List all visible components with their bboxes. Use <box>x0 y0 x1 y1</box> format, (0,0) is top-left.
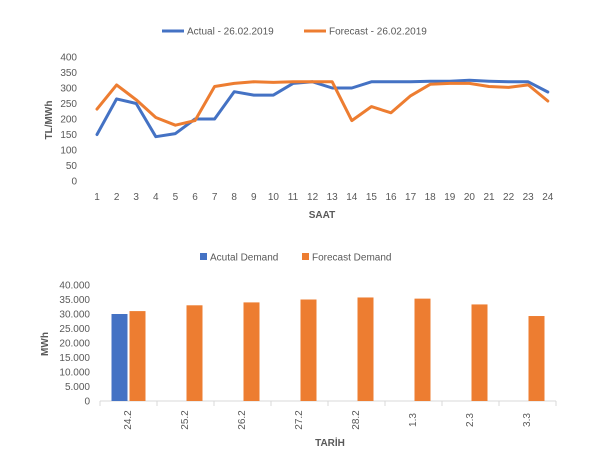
line-chart-x-tick-label: 4 <box>153 192 159 203</box>
forecast-demand-bar <box>300 299 317 401</box>
bar-chart-y-tick-label: 20.000 <box>59 339 90 350</box>
bar-chart-y-axis-title: MWh <box>40 332 51 356</box>
bar-chart: Acutal Demand Forecast Demand 0 5.000 10.0… <box>40 253 557 449</box>
line-chart-x-tick-label: 2 <box>114 192 120 203</box>
line-chart-x-tick-label: 23 <box>523 192 535 203</box>
bar-chart-x-tick-label: 24.2 <box>123 410 134 430</box>
line-chart: Actual - 26.02.2019 Forecast - 26.02.201… <box>44 27 554 222</box>
line-chart-y-tick-label: 100 <box>60 146 77 157</box>
line-chart-x-axis-title: SAAT <box>309 210 335 221</box>
line-chart-y-tick-label: 350 <box>60 68 77 79</box>
bar-chart-legend: Acutal Demand Forecast Demand <box>200 253 391 264</box>
line-chart-x-tick-label: 3 <box>133 192 139 203</box>
line-chart-y-tick-label: 300 <box>60 84 77 95</box>
line-chart-y-tick-label: 400 <box>60 53 77 64</box>
line-chart-y-tick-label: 150 <box>60 130 77 141</box>
legend-forecast-label: Forecast - 26.02.2019 <box>329 27 427 38</box>
line-chart-y-tick-label: 250 <box>60 99 77 110</box>
line-chart-x-tick-label: 1 <box>94 192 100 203</box>
bar-chart-x-axis-title: TARİH <box>315 436 345 449</box>
line-chart-x-tick-label: 14 <box>346 192 358 203</box>
actual-price-line <box>95 78 550 139</box>
line-chart-y-tick-label: 200 <box>60 115 77 126</box>
line-chart-x-tick-label: 7 <box>212 192 218 203</box>
bar-chart-x-ticks: 24.2 25.2 26.2 27.2 28.2 1.3 2.3 3.3 <box>99 401 557 430</box>
bar-chart-x-tick-label: 28.2 <box>351 410 362 430</box>
bar-chart-y-tick-label: 15.000 <box>59 353 90 364</box>
line-chart-y-tick-label: 0 <box>71 177 77 188</box>
bar-chart-y-tick-label: 30.000 <box>59 310 90 321</box>
bar-chart-x-tick-label: 25.2 <box>180 410 191 430</box>
bar-chart-x-tick-label: 1.3 <box>408 413 419 427</box>
bar-chart-y-ticks: 0 5.000 10.000 15.000 20.000 25.000 30.000 35.0… <box>59 281 90 408</box>
line-chart-x-ticks: 1 2 3 4 5 6 7 8 9 10 11 12 13 14 15 16 17 18 19 20 21 22 23 24 <box>94 192 554 203</box>
bar-chart-y-tick-label: 0 <box>84 397 90 408</box>
line-chart-y-axis-title: TL/MWh <box>44 101 55 140</box>
line-chart-x-tick-label: 12 <box>307 192 319 203</box>
line-chart-legend: Actual - 26.02.2019 Forecast - 26.02.201… <box>162 27 427 38</box>
forecast-demand-bar <box>357 297 374 401</box>
line-chart-x-tick-label: 5 <box>173 192 179 203</box>
forecast-demand-bar <box>186 305 203 401</box>
line-chart-x-tick-label: 21 <box>483 192 495 203</box>
actual-demand-bar <box>111 314 128 401</box>
legend-actual-demand-swatch <box>200 253 207 260</box>
bar-chart-x-tick-label: 3.3 <box>522 413 533 427</box>
forecast-price-line <box>95 80 550 127</box>
legend-actual-demand-label: Acutal Demand <box>210 253 278 264</box>
forecast-demand-bar <box>243 302 260 401</box>
forecast-demand-bar <box>471 304 488 401</box>
bar-chart-bars <box>111 297 545 401</box>
line-chart-x-tick-label: 17 <box>405 192 417 203</box>
line-chart-x-tick-label: 15 <box>366 192 378 203</box>
bar-chart-x-tick-label: 26.2 <box>237 410 248 430</box>
line-chart-y-tick-label: 50 <box>66 161 78 172</box>
line-chart-x-tick-label: 22 <box>503 192 515 203</box>
line-chart-x-tick-label: 8 <box>231 192 237 203</box>
bar-chart-y-tick-label: 35.000 <box>59 295 90 306</box>
line-chart-x-tick-label: 18 <box>425 192 437 203</box>
line-chart-x-tick-label: 16 <box>385 192 397 203</box>
legend-actual-label: Actual - 26.02.2019 <box>187 27 274 38</box>
forecast-demand-bar <box>414 298 431 401</box>
bar-chart-x-tick-label: 27.2 <box>294 410 305 430</box>
legend-forecast-demand-label: Forecast Demand <box>312 253 391 264</box>
bar-chart-x-tick-label: 2.3 <box>465 413 476 427</box>
bar-chart-y-tick-label: 10.000 <box>59 368 90 379</box>
legend-forecast-demand-swatch <box>302 253 309 260</box>
forecast-demand-bar <box>129 311 146 401</box>
line-chart-x-tick-label: 20 <box>464 192 476 203</box>
line-chart-y-ticks: 0 50 100 150 200 250 300 350 400 <box>60 53 77 188</box>
line-chart-x-tick-label: 6 <box>192 192 198 203</box>
bar-chart-y-tick-label: 5.000 <box>65 382 90 393</box>
bar-chart-y-tick-label: 25.000 <box>59 324 90 335</box>
line-chart-x-tick-label: 24 <box>542 192 554 203</box>
line-chart-x-tick-label: 9 <box>251 192 257 203</box>
line-chart-x-tick-label: 10 <box>268 192 280 203</box>
line-chart-x-tick-label: 13 <box>327 192 339 203</box>
line-chart-series <box>95 78 550 139</box>
bar-chart-y-tick-label: 40.000 <box>59 281 90 292</box>
forecast-demand-bar <box>528 316 545 401</box>
line-chart-x-tick-label: 19 <box>444 192 456 203</box>
line-chart-x-tick-label: 11 <box>288 192 299 203</box>
